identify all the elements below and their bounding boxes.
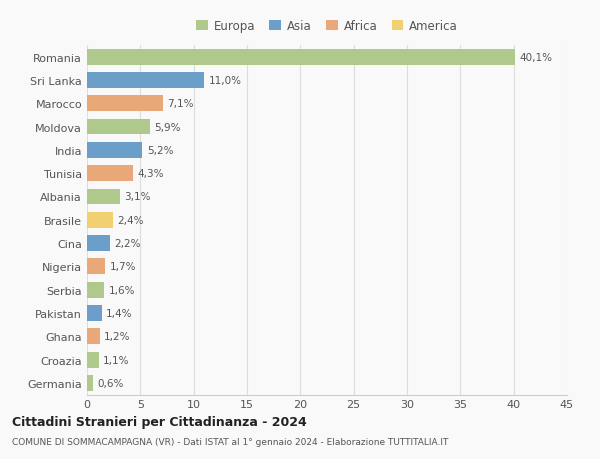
Bar: [87, 329, 100, 345]
Bar: [87, 73, 205, 89]
Bar: [87, 166, 133, 182]
Bar: [87, 259, 105, 275]
Text: 2,2%: 2,2%: [115, 239, 141, 249]
Bar: [87, 213, 113, 228]
Bar: [87, 305, 102, 321]
Bar: [87, 50, 515, 66]
Text: 1,7%: 1,7%: [109, 262, 136, 272]
Text: 5,9%: 5,9%: [154, 122, 181, 132]
Bar: [87, 96, 163, 112]
Text: 3,1%: 3,1%: [124, 192, 151, 202]
Text: 1,2%: 1,2%: [104, 331, 131, 341]
Text: 11,0%: 11,0%: [209, 76, 242, 86]
Bar: [87, 282, 104, 298]
Legend: Europa, Asia, Africa, America: Europa, Asia, Africa, America: [196, 20, 458, 33]
Text: 1,6%: 1,6%: [109, 285, 135, 295]
Text: COMUNE DI SOMMACAMPAGNA (VR) - Dati ISTAT al 1° gennaio 2024 - Elaborazione TUTT: COMUNE DI SOMMACAMPAGNA (VR) - Dati ISTA…: [12, 437, 448, 446]
Text: 40,1%: 40,1%: [519, 52, 552, 62]
Bar: [87, 235, 110, 252]
Text: 7,1%: 7,1%: [167, 99, 193, 109]
Text: 0,6%: 0,6%: [98, 378, 124, 388]
Bar: [87, 375, 94, 391]
Text: 2,4%: 2,4%: [117, 215, 143, 225]
Text: 1,4%: 1,4%: [106, 308, 133, 319]
Text: 4,3%: 4,3%: [137, 169, 164, 179]
Text: 1,1%: 1,1%: [103, 355, 130, 365]
Text: Cittadini Stranieri per Cittadinanza - 2024: Cittadini Stranieri per Cittadinanza - 2…: [12, 415, 307, 428]
Bar: [87, 352, 99, 368]
Bar: [87, 119, 150, 135]
Text: 5,2%: 5,2%: [147, 146, 173, 156]
Bar: [87, 189, 120, 205]
Bar: [87, 143, 142, 158]
